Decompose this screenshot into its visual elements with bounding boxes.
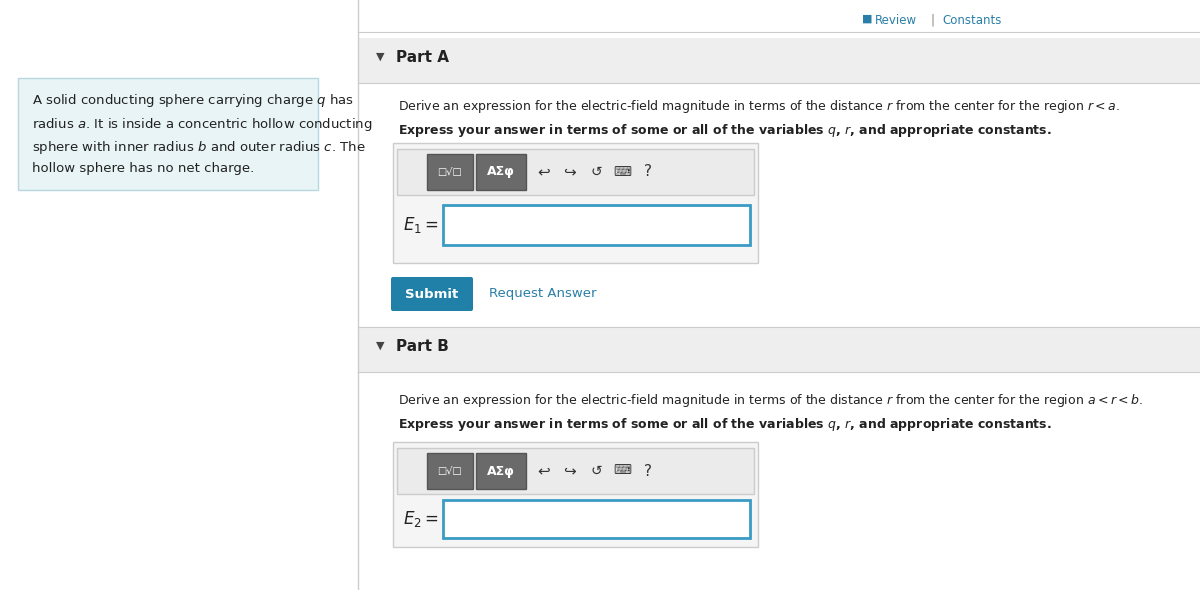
- Bar: [427, 154, 473, 190]
- Text: ↺: ↺: [590, 464, 602, 478]
- Text: □√□: □√□: [438, 466, 462, 476]
- Text: Derive an expression for the electric-field magnitude in terms of the distance $: Derive an expression for the electric-fi…: [398, 392, 1144, 409]
- Bar: [397, 149, 754, 195]
- Bar: [443, 500, 750, 538]
- Bar: [358, 327, 1200, 372]
- Text: Express your answer in terms of some or all of the variables $q$, $r$, and appro: Express your answer in terms of some or …: [398, 416, 1052, 433]
- Text: Express your answer in terms of some or all of the variables $q$, $r$, and appro: Express your answer in terms of some or …: [398, 122, 1052, 139]
- Text: Derive an expression for the electric-field magnitude in terms of the distance $: Derive an expression for the electric-fi…: [398, 98, 1120, 115]
- Text: ▼: ▼: [376, 52, 384, 62]
- Bar: [443, 205, 750, 245]
- Bar: [476, 453, 526, 489]
- Text: AΣφ: AΣφ: [487, 166, 515, 179]
- Bar: [18, 78, 318, 190]
- Text: Request Answer: Request Answer: [490, 287, 596, 300]
- Text: Part A: Part A: [396, 50, 449, 65]
- Bar: [358, 38, 1200, 83]
- Text: ⌨: ⌨: [613, 464, 631, 477]
- Bar: [476, 154, 526, 190]
- Text: ▼: ▼: [376, 341, 384, 351]
- Bar: [394, 143, 758, 263]
- Text: ⌨: ⌨: [613, 166, 631, 179]
- Text: Part B: Part B: [396, 339, 449, 354]
- Text: Constants: Constants: [942, 14, 1001, 27]
- Text: ?: ?: [644, 464, 652, 478]
- Text: AΣφ: AΣφ: [487, 464, 515, 477]
- Text: $E_1 =$: $E_1 =$: [403, 215, 439, 235]
- FancyBboxPatch shape: [391, 277, 473, 311]
- Text: A solid conducting sphere carrying charge $q$ has
radius $a$. It is inside a con: A solid conducting sphere carrying charg…: [32, 92, 372, 175]
- Text: Review: Review: [875, 14, 917, 27]
- Text: ↪: ↪: [564, 165, 576, 179]
- Bar: [394, 442, 758, 547]
- Text: ?: ?: [644, 165, 652, 179]
- Text: ↩: ↩: [538, 165, 551, 179]
- Bar: [397, 448, 754, 494]
- Text: |: |: [930, 14, 934, 27]
- Text: Submit: Submit: [406, 287, 458, 300]
- Text: ↺: ↺: [590, 165, 602, 179]
- Text: □√□: □√□: [438, 167, 462, 177]
- Text: ■: ■: [862, 14, 872, 24]
- Text: ↩: ↩: [538, 464, 551, 478]
- Text: ↪: ↪: [564, 464, 576, 478]
- Bar: [427, 453, 473, 489]
- Text: $E_2 =$: $E_2 =$: [403, 509, 439, 529]
